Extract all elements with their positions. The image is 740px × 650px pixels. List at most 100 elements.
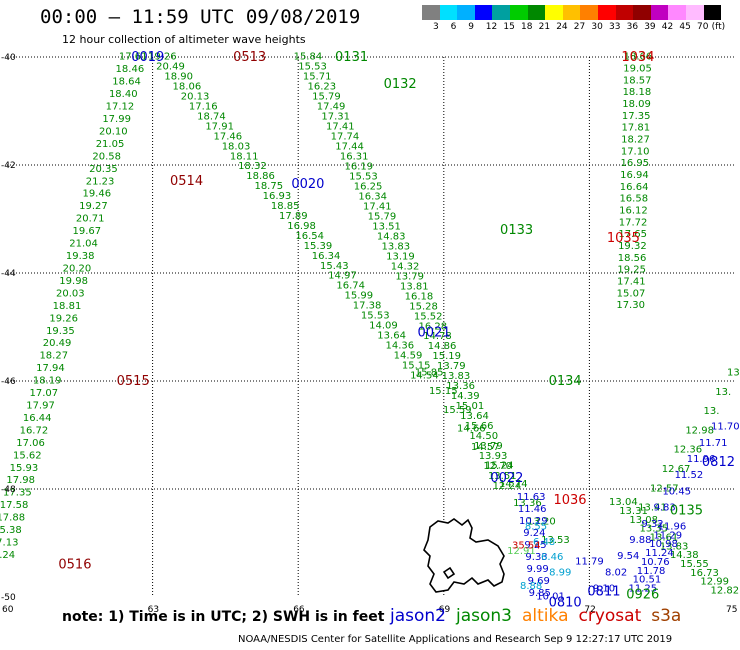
wave-height-value: 19.05 [623,64,652,75]
wave-height-value: 19.26 [49,313,78,324]
wave-height-value: 15.15 [429,386,458,397]
color-legend [422,5,722,20]
wave-height-value: 18.66 [624,52,653,63]
wave-height-value: 13.20 [527,516,556,527]
wave-height-value: 15.66 [465,421,494,432]
legend-label: 9 [468,22,474,32]
wave-height-value: 20.03 [56,288,85,299]
legend-label: 70 [697,22,709,32]
wave-height-value: 10.51 [633,575,662,586]
wave-height-value: 16.64 [620,182,649,193]
wave-height-value: 17.98 [6,475,35,486]
legend-label: 36 [626,22,639,32]
wave-height-value: 15.79 [312,92,341,103]
wave-height-value: 18.11 [230,151,259,162]
wave-height-value: 13.36 [513,498,542,509]
wave-height-value: 18.86 [246,171,275,182]
map-grid [7,56,735,597]
wave-height-value: 17.72 [619,217,648,228]
wave-height-value: 17.46 [214,131,243,142]
legend-label: 24 [556,22,568,32]
wave-height-value: 16.18 [405,291,434,302]
wave-height-value: 16.54 [295,231,324,242]
map-subtitle: 12 hour collection of altimeter wave hei… [62,33,306,46]
wave-height-value: 13.83 [660,541,689,552]
legend-swatch [457,5,475,20]
legend-label: 15 [503,22,515,32]
wave-height-value: 17.10 [621,146,650,157]
satellite-name: altika [522,606,569,626]
wave-height-value: 18.03 [222,141,251,152]
satellite-name: jason2 [390,606,446,626]
wave-height-value: 16.12 [619,205,648,216]
lat-tick-label: -48 [1,485,16,495]
legend-swatch [439,5,458,20]
wave-height-value: 13. [703,406,719,417]
wave-height-value: 10.98 [649,539,678,550]
lon-tick-label: 66 [293,605,305,615]
wave-height-value: 12.57 [650,483,679,494]
wave-height-value: 13.53 [541,535,570,546]
wave-height-value: 20.10 [99,126,128,137]
wave-height-value: 19.35 [46,326,75,337]
wave-height-value: 11.70 [711,422,740,433]
wave-height-value: 11.79 [575,557,604,568]
wave-height-value: 18.81 [53,301,82,312]
wave-height-value: 14.09 [369,321,398,332]
lat-tick-label: -42 [1,161,16,171]
lat-tick-label: -40 [1,53,16,63]
wave-height-value: 19.32 [618,241,647,252]
wave-height-value: 17.61 [119,52,148,63]
wave-height-value: 14.57 [471,442,500,453]
wave-height-value: 16.95 [620,158,649,169]
wave-height-value: 19.46 [82,189,111,200]
wave-height-value: 17.74 [331,132,360,143]
pass-number-label: 0020 [291,177,324,192]
wave-height-value: 15.07 [617,288,646,299]
pass-labels: 0019 0513 0131 1034 0132 0514 0020 0133 1035 0021… [58,50,735,610]
wave-height-value: 13.51 [488,471,517,482]
pass-number-label: 0132 [384,77,417,92]
wave-height-value: 14.54 [410,370,439,381]
legend-label: 12 [485,22,498,32]
wave-height-value: 13.93 [479,451,508,462]
wave-height-value: 12.82 [711,586,740,597]
wave-height-value: 11.63 [517,492,546,503]
wave-height-value: 6.48 [533,537,555,548]
pass-number-label: 0019 [131,50,164,65]
wave-height-value: 16.34 [358,191,387,202]
wave-height-value: 12.70 [483,461,512,472]
wave-height-value: 15.53 [298,62,327,73]
kerguelen-island-outline [423,518,505,593]
wave-height-value: 18.18 [623,87,652,98]
wave-height-value: 14.39 [451,391,480,402]
pass-number-label: 0812 [702,455,735,470]
lon-tick-label: 72 [584,605,595,615]
wave-height-value: 12.36 [674,445,703,456]
wave-height-value: 14.74 [499,479,528,490]
wave-height-value: 9.25 [524,540,546,551]
wave-height-value: 18.74 [197,111,226,122]
wave-height-value: 17.30 [616,300,645,311]
wave-height-value: 18.90 [164,72,193,83]
wave-height-value: 17.99 [102,114,131,125]
pass-number-label: 0022 [490,471,523,486]
wave-height-value: 15.79 [368,211,397,222]
wave-height-value: 15.24 [485,461,514,472]
wave-height-value: 21.23 [86,176,115,187]
wave-height-value: 19.26 [148,52,177,63]
wave-height-value: 15.39 [304,241,333,252]
wave-height-value: 14.32 [391,261,420,272]
wave-height-value: 15.52 [414,311,443,322]
legend-label: 3 [433,22,439,32]
wave-height-value: 21.05 [96,139,125,150]
wave-height-value: 20.20 [63,263,92,274]
legend-swatch [509,5,528,20]
wave-height-value: 17.35 [3,488,32,499]
wave-height-value: 12.91 [507,546,536,557]
wave-height-value: 16.72 [20,425,49,436]
wave-height-value: 17.65 [618,229,647,240]
wave-height-value: 11.52 [675,470,704,481]
wave-height-value: 20.71 [76,214,105,225]
pass-number-label: 0513 [233,50,266,65]
